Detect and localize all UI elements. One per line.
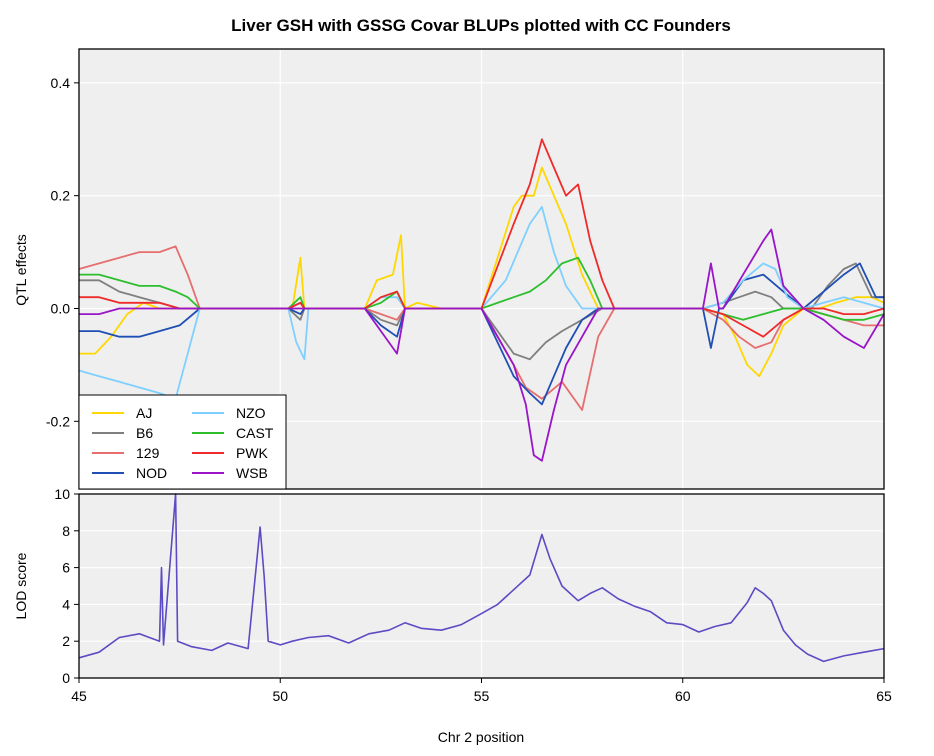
series-line-nzo [78, 206, 885, 400]
x-tick-label: 65 [876, 688, 892, 704]
effects-y-tick-label: 0.4 [51, 75, 71, 91]
effects-y-ticks: -0.2 0.0 0.2 0.4 [46, 75, 79, 429]
lod-y-tick-label: 10 [54, 486, 70, 502]
legend-label-129: 129 [136, 445, 160, 461]
lod-y-tick-label: 0 [62, 670, 70, 686]
lod-line [78, 493, 885, 663]
effects-y-tick-label: 0.2 [51, 188, 71, 204]
lod-y-tick-label: 4 [62, 596, 70, 612]
x-ticks: 45 50 55 60 65 [71, 678, 892, 704]
effects-grid [78, 49, 885, 489]
effects-y-tick-label: -0.2 [46, 413, 70, 429]
x-tick-label: 55 [474, 688, 490, 704]
lod-y-axis-label: LOD score [13, 552, 29, 619]
legend-label-b6: B6 [136, 425, 153, 441]
x-tick-label: 50 [272, 688, 288, 704]
x-tick-label: 60 [675, 688, 691, 704]
effects-panel: -0.2 0.0 0.2 0.4 QTL effects AJ B6 129 NOD NZO C… [13, 48, 885, 490]
lod-y-tick-label: 8 [62, 523, 70, 539]
lod-y-tick-label: 6 [62, 560, 70, 576]
lod-panel: 0 2 4 6 8 10 45 50 55 60 65 LOD score [13, 486, 892, 704]
legend-label-nzo: NZO [236, 405, 266, 421]
x-axis-label: Chr 2 position [438, 729, 524, 745]
legend: AJ B6 129 NOD NZO CAST PWK WSB [78, 394, 287, 490]
chart-title: Liver GSH with GSSG Covar BLUPs plotted … [231, 16, 731, 35]
lod-y-tick-label: 2 [62, 633, 70, 649]
lod-series-group [78, 493, 885, 663]
series-line-cast [79, 256, 885, 321]
lod-y-ticks: 0 2 4 6 8 10 [54, 486, 79, 686]
legend-label-cast: CAST [236, 425, 274, 441]
effects-panel-frame [78, 48, 885, 490]
series-line-wsb [79, 228, 885, 462]
legend-label-aj: AJ [136, 405, 152, 421]
legend-label-nod: NOD [136, 465, 167, 481]
legend-label-wsb: WSB [236, 465, 268, 481]
x-tick-label: 45 [71, 688, 87, 704]
effects-y-axis-label: QTL effects [13, 234, 29, 306]
legend-label-pwk: PWK [236, 445, 269, 461]
effects-series-group [78, 138, 885, 462]
effects-y-tick-label: 0.0 [51, 300, 71, 316]
